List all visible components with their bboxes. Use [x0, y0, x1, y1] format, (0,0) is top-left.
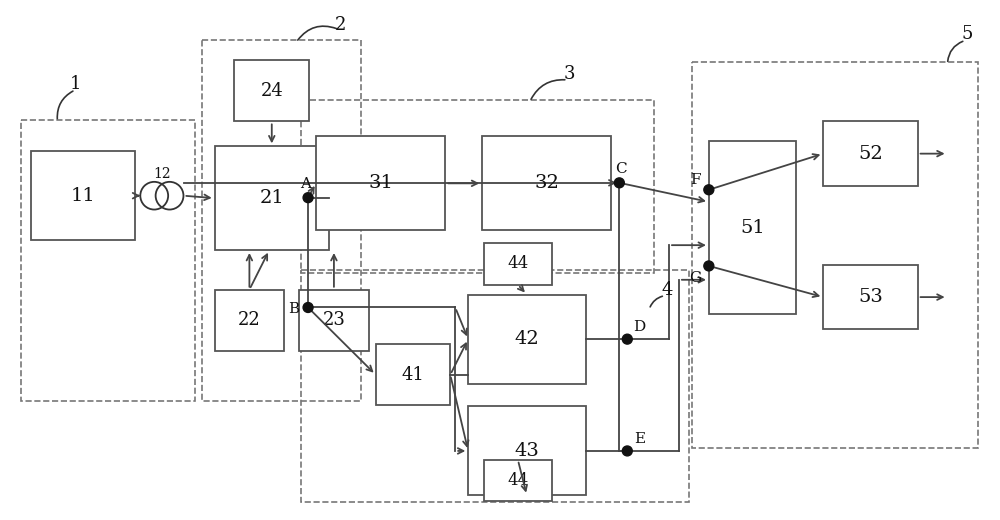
Bar — [215, 290, 284, 351]
Text: A: A — [301, 177, 312, 191]
Text: E: E — [634, 432, 645, 446]
Text: 4: 4 — [661, 281, 673, 298]
Circle shape — [622, 446, 632, 456]
Text: 44: 44 — [507, 472, 529, 489]
Text: 11: 11 — [70, 187, 95, 205]
Text: 3: 3 — [564, 65, 575, 83]
Circle shape — [303, 193, 313, 203]
Text: 51: 51 — [740, 219, 765, 237]
Bar — [202, 41, 361, 401]
Text: 22: 22 — [238, 311, 261, 329]
Text: 1: 1 — [70, 75, 81, 93]
Bar — [31, 151, 135, 240]
Text: 31: 31 — [368, 174, 393, 192]
Bar — [709, 141, 796, 315]
Bar — [376, 344, 450, 406]
Bar — [468, 295, 586, 384]
Text: 2: 2 — [335, 16, 347, 34]
Circle shape — [704, 261, 714, 271]
Bar — [468, 407, 586, 496]
Text: B: B — [289, 303, 300, 317]
Bar — [301, 270, 689, 502]
Text: 53: 53 — [858, 288, 883, 306]
Text: 41: 41 — [402, 366, 424, 384]
Text: 43: 43 — [514, 442, 539, 460]
Bar — [484, 243, 552, 285]
Bar — [21, 120, 195, 401]
Text: G: G — [689, 271, 701, 285]
Text: 52: 52 — [858, 145, 883, 163]
Bar — [234, 60, 309, 122]
Bar — [692, 62, 978, 448]
Text: 23: 23 — [322, 311, 345, 329]
Bar — [823, 265, 918, 329]
Circle shape — [303, 303, 313, 313]
Text: 24: 24 — [260, 82, 283, 100]
Text: C: C — [616, 162, 627, 176]
Bar — [301, 100, 654, 273]
Text: 12: 12 — [153, 167, 171, 181]
Circle shape — [614, 178, 624, 188]
Text: 32: 32 — [534, 174, 559, 192]
Bar — [823, 122, 918, 186]
Text: 5: 5 — [962, 25, 973, 44]
Bar — [484, 460, 552, 501]
Circle shape — [622, 334, 632, 344]
Text: 42: 42 — [514, 330, 539, 348]
Text: F: F — [690, 173, 700, 187]
Text: 21: 21 — [259, 189, 284, 207]
Bar — [316, 136, 445, 230]
Bar — [482, 136, 611, 230]
Bar — [299, 290, 369, 351]
Text: 44: 44 — [507, 255, 529, 272]
Text: D: D — [633, 320, 645, 334]
Circle shape — [704, 185, 714, 194]
Bar — [215, 146, 329, 250]
